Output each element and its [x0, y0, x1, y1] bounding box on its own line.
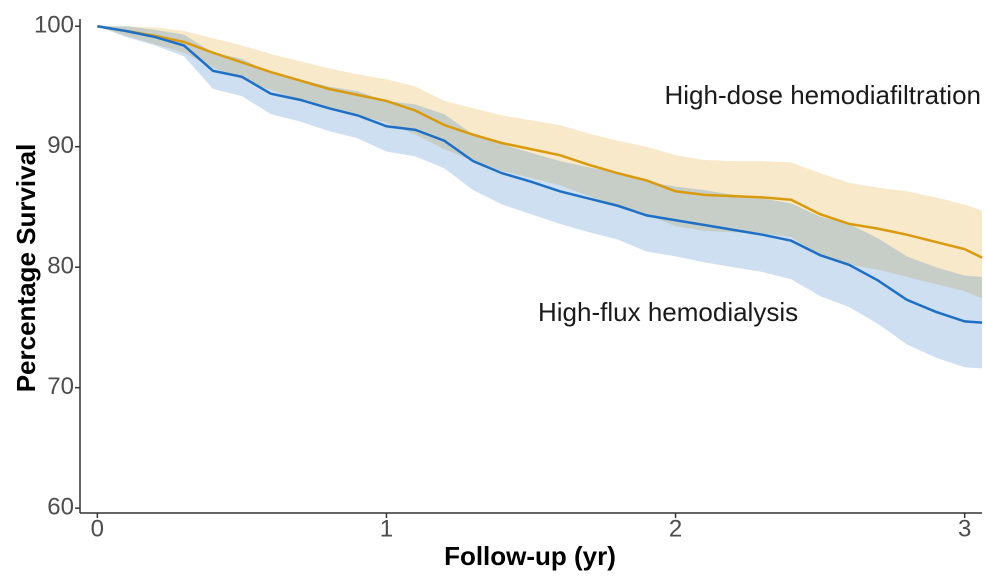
confidence-band — [97, 26, 983, 369]
y-tick-label: 70 — [47, 373, 74, 400]
series-annotation: High-flux hemodialysis — [538, 297, 798, 327]
x-tick-label: 3 — [958, 515, 971, 542]
x-axis-title: Follow-up (yr) — [444, 541, 616, 571]
confidence-band — [97, 26, 983, 299]
survival-line — [97, 24, 983, 259]
survival-line — [97, 24, 983, 324]
x-tick-label: 1 — [380, 515, 393, 542]
x-tick-label: 2 — [669, 515, 682, 542]
y-tick-label: 90 — [47, 132, 74, 159]
x-tick-label: 0 — [91, 515, 104, 542]
y-tick-label: 80 — [47, 253, 74, 280]
y-tick-label: 60 — [47, 494, 74, 521]
series-annotation: High-dose hemodiafiltration — [664, 80, 981, 110]
y-axis-title: Percentage Survival — [11, 144, 41, 393]
y-tick-label: 100 — [34, 12, 74, 39]
